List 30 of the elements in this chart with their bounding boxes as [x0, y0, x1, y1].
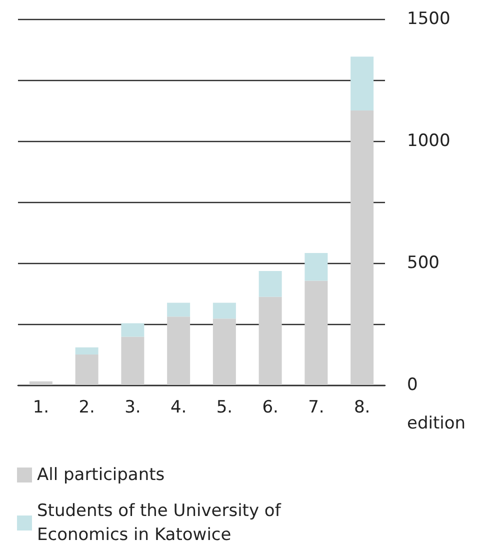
- bar: [121, 323, 144, 337]
- bar: [350, 110, 374, 385]
- x-tick-label: 7.: [308, 398, 324, 418]
- bar: [258, 296, 282, 385]
- legend-label: Students of the University of Economics in Katowice: [37, 501, 286, 545]
- x-tick-label: 1.: [32, 398, 50, 418]
- x-tick-label: 6.: [262, 398, 278, 418]
- x-tick-label: 3.: [124, 398, 141, 418]
- bar: [29, 381, 52, 385]
- bar: [121, 336, 144, 385]
- y-tick-label: 500: [407, 253, 440, 273]
- bar: [212, 318, 236, 385]
- x-tick-label: 8.: [354, 398, 370, 418]
- y-tick-label: 1500: [407, 9, 450, 29]
- x-tick-label: 4.: [170, 398, 187, 418]
- bar: [350, 56, 374, 110]
- x-tick-label: 5.: [216, 398, 233, 418]
- y-tick-label: 1000: [407, 131, 450, 151]
- bar: [212, 302, 236, 319]
- bar: [75, 347, 98, 354]
- legend-label: All participants: [37, 465, 165, 485]
- bar: [75, 354, 98, 385]
- bar: [167, 316, 190, 385]
- bar: [258, 271, 282, 297]
- x-tick-label: 2.: [78, 398, 95, 418]
- bar: [304, 252, 328, 281]
- bar: [167, 302, 190, 317]
- y-tick-label: 0: [407, 375, 418, 395]
- x-axis-title: edition: [407, 414, 466, 434]
- bar: [304, 280, 328, 385]
